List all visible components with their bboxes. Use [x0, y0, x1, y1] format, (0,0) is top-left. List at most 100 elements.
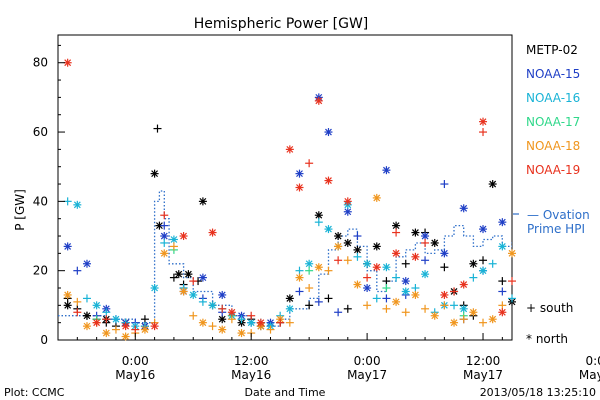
- point-d2: [498, 218, 506, 226]
- data-point: [363, 301, 372, 310]
- y-tick-label: 40: [33, 194, 48, 208]
- point-d2: [218, 315, 226, 323]
- legend-item: NOAA-18: [526, 139, 580, 153]
- data-point: [150, 169, 159, 178]
- data-point: [353, 245, 362, 254]
- y-tick-label: 0: [40, 333, 48, 347]
- data-point: [227, 315, 236, 324]
- data-point: [459, 315, 468, 324]
- data-point: [372, 263, 381, 272]
- data-point: [140, 315, 149, 324]
- data-point: [295, 183, 304, 192]
- data-point: [498, 242, 507, 251]
- point-d2: [373, 263, 381, 271]
- data-point: [198, 197, 207, 206]
- data-point: [343, 207, 352, 216]
- point-d2: [160, 232, 168, 240]
- point-d2: [383, 263, 390, 271]
- legend-item: NOAA-16: [526, 91, 580, 105]
- point-d2: [286, 294, 294, 302]
- point-d2: [93, 319, 101, 327]
- point-d2: [325, 177, 332, 184]
- point-d2: [402, 288, 410, 295]
- point-d2: [325, 225, 332, 233]
- data-point: [498, 277, 507, 286]
- data-point: [459, 204, 468, 213]
- data-point: [382, 166, 391, 175]
- point-d2: [315, 97, 323, 105]
- data-point: [382, 277, 391, 286]
- data-point: [401, 287, 410, 296]
- point-d2: [411, 253, 419, 261]
- point-d2: [83, 322, 91, 330]
- point-d2: [189, 291, 197, 299]
- data-point: [498, 287, 507, 296]
- data-point: [479, 225, 488, 234]
- data-point: [401, 308, 410, 317]
- data-point: [372, 242, 381, 251]
- point-d2: [64, 242, 72, 250]
- data-point: [363, 284, 372, 293]
- y-tick-label: 60: [33, 125, 48, 139]
- data-point: [353, 252, 362, 261]
- data-point: [247, 311, 256, 320]
- data-point: [305, 301, 314, 310]
- data-point: [63, 290, 72, 299]
- data-point: [208, 228, 217, 237]
- data-point: [372, 193, 381, 202]
- data-point: [295, 169, 304, 178]
- data-point: [63, 58, 72, 67]
- data-point: [73, 297, 82, 306]
- data-point: [324, 176, 333, 185]
- data-point: [150, 284, 159, 293]
- x-tick-date: May18: [579, 368, 600, 382]
- data-point: [314, 211, 323, 220]
- data-point: [121, 332, 130, 341]
- point-d2: [354, 246, 361, 254]
- data-point: [82, 322, 91, 331]
- point-d2: [151, 284, 159, 292]
- point-d2: [141, 326, 149, 334]
- data-point: [227, 308, 236, 317]
- data-point: [469, 308, 478, 317]
- data-point: [459, 304, 468, 313]
- point-d2: [296, 184, 303, 191]
- data-point: [421, 270, 430, 279]
- x-tick-date: May17: [347, 368, 387, 382]
- point-d2: [344, 208, 352, 216]
- point-d2: [392, 222, 400, 230]
- point-d2: [489, 180, 497, 188]
- data-point: [372, 294, 381, 303]
- data-point: [314, 96, 323, 105]
- data-point: [324, 225, 333, 234]
- data-point: [324, 294, 333, 303]
- data-point: [102, 308, 111, 317]
- point-d2: [112, 315, 120, 323]
- point-d2: [156, 222, 163, 230]
- data-point: [131, 325, 140, 334]
- x-tick-date: May16: [115, 368, 155, 382]
- data-point: [160, 221, 169, 230]
- point-d2: [305, 260, 313, 268]
- point-d2: [460, 305, 468, 313]
- point-d2: [83, 312, 91, 320]
- data-point: [169, 242, 178, 251]
- point-d2: [64, 291, 72, 299]
- point-d2: [180, 232, 187, 240]
- data-point: [353, 280, 362, 289]
- point-d2: [257, 319, 265, 327]
- legend-item: NOAA-19: [526, 163, 580, 177]
- data-point: [285, 294, 294, 303]
- data-point: [498, 218, 507, 227]
- point-d2: [373, 242, 381, 250]
- y-tick-label: 20: [33, 264, 48, 278]
- point-d2: [199, 274, 207, 282]
- data-point: [392, 297, 401, 306]
- point-d2: [363, 260, 371, 268]
- data-point: [440, 249, 449, 258]
- point-d2: [218, 326, 226, 334]
- plot-area: [57, 34, 513, 341]
- point-d2: [151, 170, 159, 178]
- data-point: [324, 266, 333, 275]
